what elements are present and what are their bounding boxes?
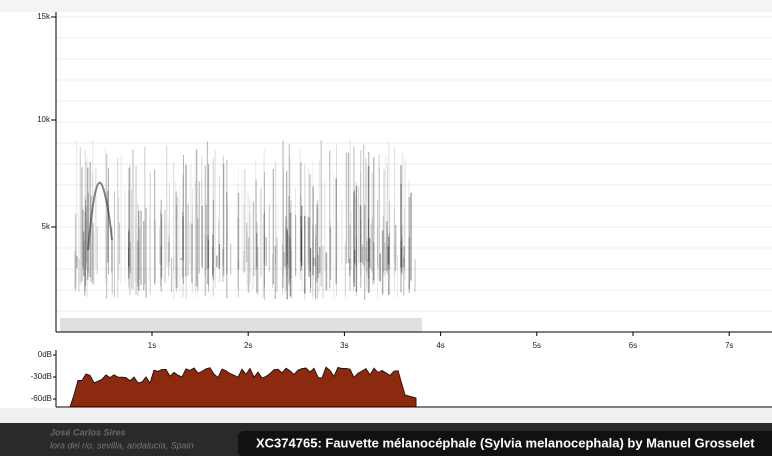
gap [0,408,772,423]
frequency-tick-label: 15k [37,12,51,21]
time-tick-label: 6s [629,341,637,350]
time-tick-label: 4s [436,341,444,350]
spectrogram-trace [87,181,113,251]
frequency-tick-label: 5k [42,222,51,231]
spectrogram [60,140,422,332]
level-tick-label: -30dB [31,372,52,381]
amplitude-envelope [69,366,417,408]
recordist: José Carlos Sires [50,427,126,437]
top-strip [0,0,772,12]
caption-box [238,431,772,456]
frequency-tick-label: 10k [37,115,51,124]
waveform [69,366,417,408]
level-tick-label: -60dB [31,394,52,403]
caption[interactable]: XC374765: Fauvette mélanocéphale (Sylvia… [256,435,755,450]
time-tick-label: 3s [340,341,348,350]
grid [56,16,772,312]
location: lora del rio, sevilla, andalucia, Spain [50,440,194,450]
time-tick-label: 7s [725,341,733,350]
level-tick-label: 0dB [38,350,52,359]
noise-floor [60,318,422,332]
time-tick-label: 5s [533,341,541,350]
time-tick-label: 1s [148,341,156,350]
time-tick-label: 2s [244,341,252,350]
